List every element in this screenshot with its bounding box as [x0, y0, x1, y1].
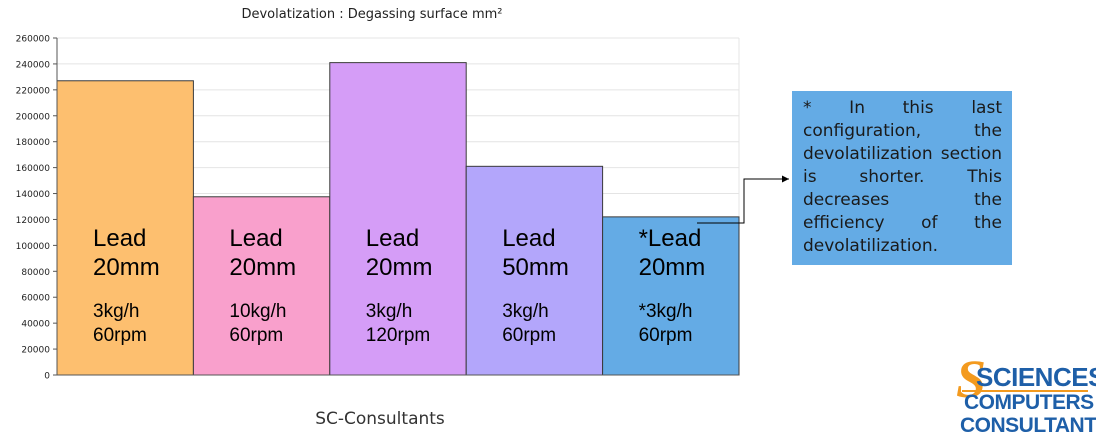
- chart-title: Devolatization : Degassing surface mm²: [241, 7, 502, 22]
- bar-label-speed: 60rpm: [229, 325, 283, 346]
- y-tick-label: 40000: [21, 320, 50, 330]
- y-tick-label: 20000: [21, 346, 50, 356]
- bar: [329, 62, 467, 376]
- y-tick-label: 100000: [16, 242, 51, 252]
- callout-connector: [697, 175, 789, 224]
- y-tick-label: 80000: [21, 268, 50, 278]
- y-tick-label: 240000: [16, 60, 51, 70]
- y-tick-label: 260000: [16, 35, 51, 45]
- bar-label-lead: Lead: [229, 225, 282, 252]
- bar: [56, 80, 194, 376]
- y-tick-label: 180000: [16, 138, 51, 148]
- bar-label-lead: Lead: [93, 225, 146, 252]
- y-tick-label: 120000: [16, 216, 51, 226]
- bar-label-speed: 60rpm: [502, 325, 556, 346]
- y-tick-label: 200000: [16, 112, 51, 122]
- y-axis: 0 20000 40000 60000 80000 100000 120000 140000 1…: [16, 35, 739, 382]
- bar-label-size: 20mm: [93, 254, 160, 281]
- bar-label-rate: 3kg/h: [366, 301, 412, 322]
- bar-label-size: 20mm: [366, 254, 433, 281]
- y-tick-label: 60000: [21, 294, 50, 304]
- logo-line-3: CONSULTANTS: [960, 414, 1096, 437]
- y-tick-label: 140000: [16, 190, 51, 200]
- logo-line-1: SCIENCES: [976, 362, 1096, 392]
- bar: [602, 216, 740, 376]
- bar-label-size: 50mm: [502, 254, 569, 281]
- note-box: * In this last configuration, the devola…: [792, 91, 1012, 265]
- bar-label-speed: 120rpm: [366, 325, 430, 346]
- bar-label-rate: 3kg/h: [502, 301, 548, 322]
- footer-text: SC-Consultants: [315, 409, 445, 429]
- bar: [465, 165, 604, 376]
- logo-s-mark: S: [956, 349, 987, 409]
- bar-label-speed: 60rpm: [93, 325, 147, 346]
- logo-divider: [962, 390, 1088, 392]
- bar: [192, 196, 331, 376]
- logo-line-2: COMPUTERS: [964, 391, 1094, 414]
- bar-label-lead: *Lead: [639, 225, 702, 252]
- bar-label-speed: 60rpm: [639, 325, 693, 346]
- company-logo: S SCIENCES COMPUTERS CONSULTANTS: [956, 349, 1096, 440]
- bar-label-rate: *3kg/h: [639, 301, 693, 322]
- bar-label-lead: Lead: [502, 225, 555, 252]
- y-tick-label: 0: [44, 372, 50, 382]
- bar-label-rate: 10kg/h: [229, 301, 286, 322]
- bar-labels: Lead20mm3kg/h60rpmLead20mm10kg/h60rpmLea…: [93, 225, 705, 346]
- y-tick-label: 160000: [16, 164, 51, 174]
- bar-label-size: 20mm: [229, 254, 296, 281]
- bar-label-size: 20mm: [639, 254, 706, 281]
- bar-label-lead: Lead: [366, 225, 419, 252]
- bars: [56, 62, 740, 376]
- y-tick-label: 220000: [16, 86, 51, 96]
- bar-label-rate: 3kg/h: [93, 301, 139, 322]
